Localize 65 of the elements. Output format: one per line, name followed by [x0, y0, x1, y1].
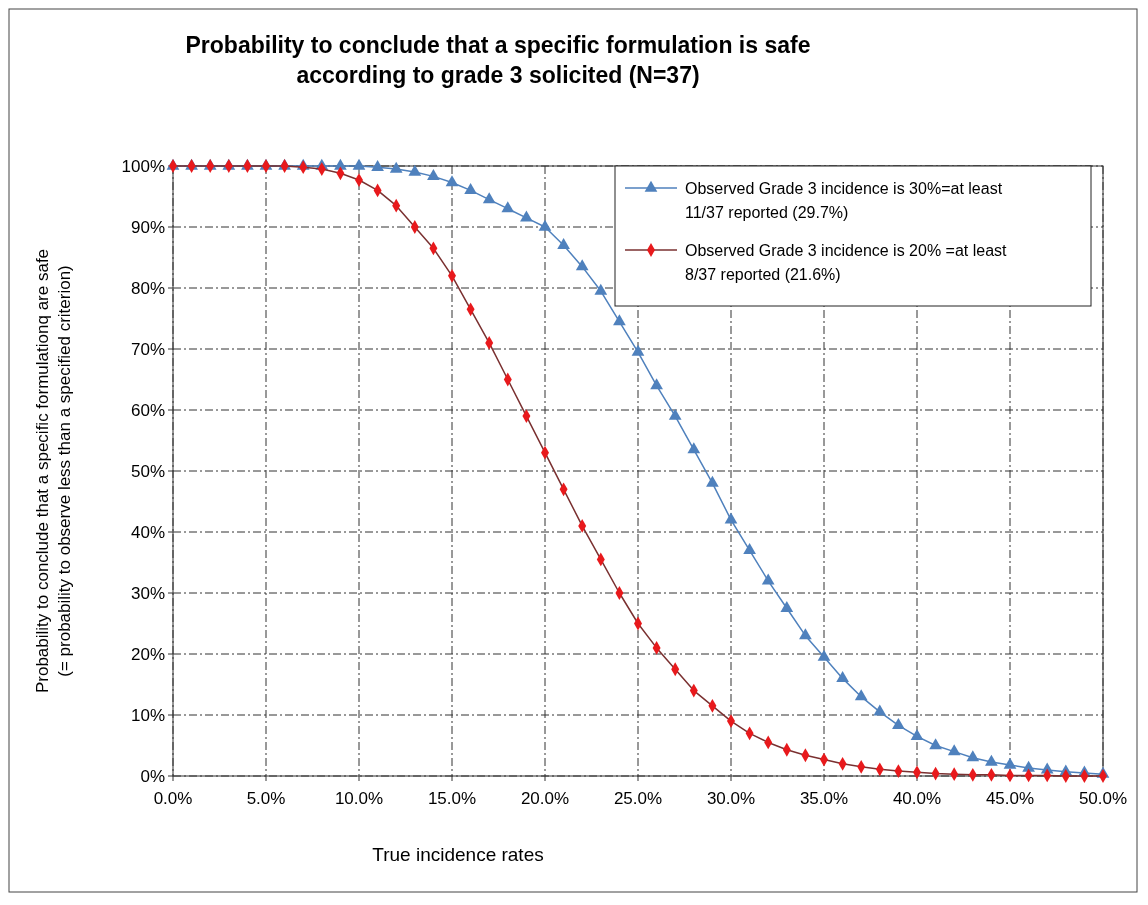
- y-tick-label: 10%: [130, 706, 165, 725]
- point: [1003, 757, 1017, 769]
- point: [352, 158, 366, 170]
- point: [836, 671, 849, 683]
- chart-title: Probability to conclude that a specific formulation is safe according to grade 3 solicited (N=37): [185, 32, 811, 88]
- y-tick-label: 70%: [130, 340, 165, 359]
- point: [408, 164, 422, 176]
- point: [501, 201, 515, 213]
- x-axis-title: True incidence rates: [372, 844, 544, 865]
- point: [817, 649, 831, 661]
- point: [910, 729, 924, 741]
- point: [334, 158, 347, 170]
- point: [985, 754, 998, 766]
- point: [575, 259, 589, 271]
- point: [706, 475, 719, 487]
- x-tick-label: 10.0%: [334, 789, 384, 808]
- point: [594, 283, 608, 295]
- point: [873, 704, 887, 716]
- x-tick-label: 15.0%: [427, 789, 477, 808]
- x-tick-label: 0.0%: [153, 789, 193, 808]
- point: [743, 542, 756, 554]
- point: [892, 718, 905, 730]
- point: [668, 408, 682, 420]
- point: [389, 161, 403, 173]
- legend-label: Observed Grade 3 incidence is 20% =at least 8/37 reported (21.6%): [685, 242, 1008, 283]
- y-tick-label: 0%: [140, 767, 165, 786]
- x-tick-label: 5.0%: [246, 789, 286, 808]
- y-tick-label: 100%: [121, 157, 165, 176]
- point: [482, 192, 496, 204]
- point: [445, 175, 459, 187]
- point: [650, 378, 663, 390]
- point: [371, 159, 384, 171]
- point: [854, 689, 868, 701]
- point: [724, 512, 738, 524]
- point: [947, 744, 961, 756]
- y-tick-label: 20%: [130, 645, 165, 664]
- x-tick-label: 35.0%: [799, 789, 849, 808]
- point: [520, 210, 533, 222]
- y-tick-label: 80%: [130, 279, 165, 298]
- point: [761, 573, 775, 585]
- y-tick-label: 60%: [130, 401, 165, 420]
- y-tick-label: 40%: [130, 523, 165, 542]
- point: [613, 314, 626, 326]
- point: [464, 183, 477, 195]
- x-tick-label: 45.0%: [985, 789, 1035, 808]
- x-tick-label: 25.0%: [613, 789, 663, 808]
- point: [538, 219, 552, 231]
- point: [427, 169, 440, 181]
- point: [799, 628, 812, 640]
- point: [780, 600, 794, 612]
- point: [631, 344, 645, 356]
- point: [929, 738, 942, 750]
- x-tick-label: 30.0%: [706, 789, 756, 808]
- y-axis-title: Probability to conclude that a specific formulationq are safe (= probability to observe less than a specified criterion): [33, 248, 74, 694]
- x-tick-label: 20.0%: [520, 789, 570, 808]
- legend-label: Observed Grade 3 incidence is 30%=at least 11/37 reported (29.7%): [685, 180, 1003, 221]
- point: [966, 750, 980, 762]
- y-tick-label: 30%: [130, 584, 165, 603]
- point: [1022, 760, 1035, 772]
- y-tick-label: 50%: [130, 462, 165, 481]
- point: [687, 442, 701, 454]
- y-tick-label: 90%: [130, 218, 165, 237]
- x-tick-label: 50.0%: [1078, 789, 1128, 808]
- x-tick-label: 40.0%: [892, 789, 942, 808]
- point: [557, 237, 570, 249]
